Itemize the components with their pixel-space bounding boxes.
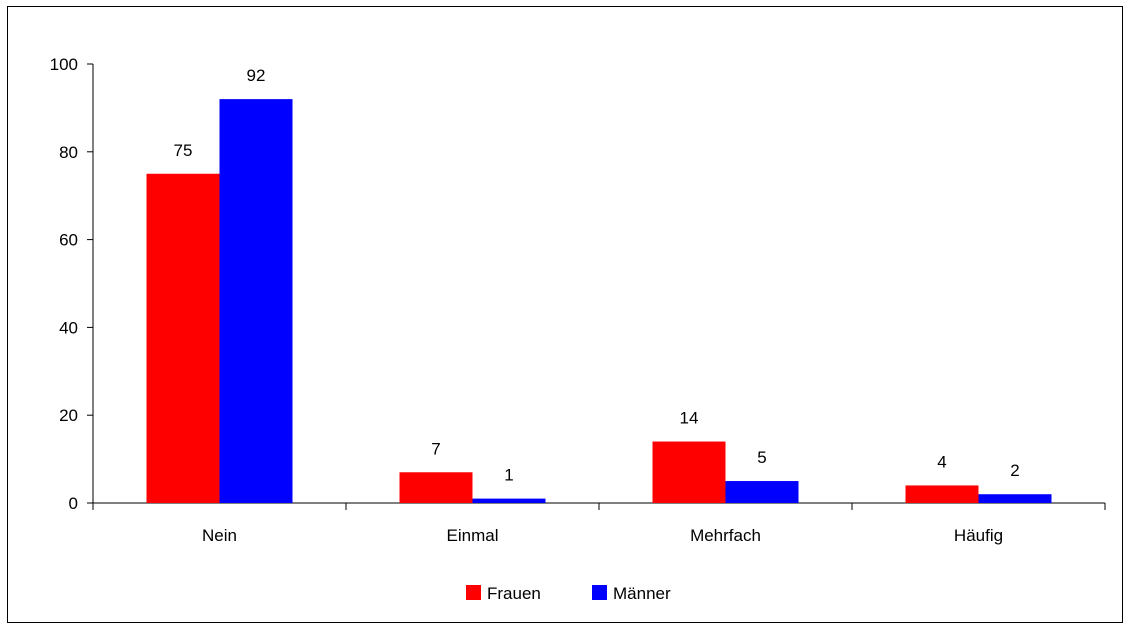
data-labels: 75 92 7 1 14 5 4 2 [174, 66, 1020, 484]
x-tick-label: Nein [202, 526, 237, 545]
x-tick-label: Mehrfach [690, 526, 761, 545]
data-label: 1 [504, 466, 513, 485]
legend-label: Frauen [487, 584, 541, 603]
y-tick-label: 0 [69, 494, 78, 513]
bar [652, 441, 726, 503]
legend: Frauen Männer [466, 584, 671, 603]
data-label: 14 [680, 409, 699, 428]
bar [399, 472, 473, 503]
bars [146, 99, 1052, 504]
y-tick-label: 100 [50, 55, 78, 74]
data-label: 92 [247, 66, 266, 85]
y-tick-label: 80 [59, 143, 78, 162]
data-label: 5 [757, 448, 766, 467]
data-label: 4 [937, 452, 946, 471]
bar [905, 485, 979, 503]
legend-label: Männer [613, 584, 671, 603]
data-label: 7 [431, 439, 440, 458]
x-tick-label: Einmal [447, 526, 499, 545]
data-label: 2 [1010, 461, 1019, 480]
bar [472, 498, 546, 503]
bar [978, 494, 1052, 503]
y-tick-label: 60 [59, 231, 78, 250]
bar [146, 173, 220, 503]
data-label: 75 [174, 141, 193, 160]
y-tick-label: 40 [59, 318, 78, 337]
bar [219, 99, 293, 504]
legend-swatch [592, 585, 607, 600]
bar [725, 481, 799, 503]
x-tick-label: Häufig [954, 526, 1003, 545]
y-tick-label: 20 [59, 406, 78, 425]
legend-swatch [466, 585, 481, 600]
